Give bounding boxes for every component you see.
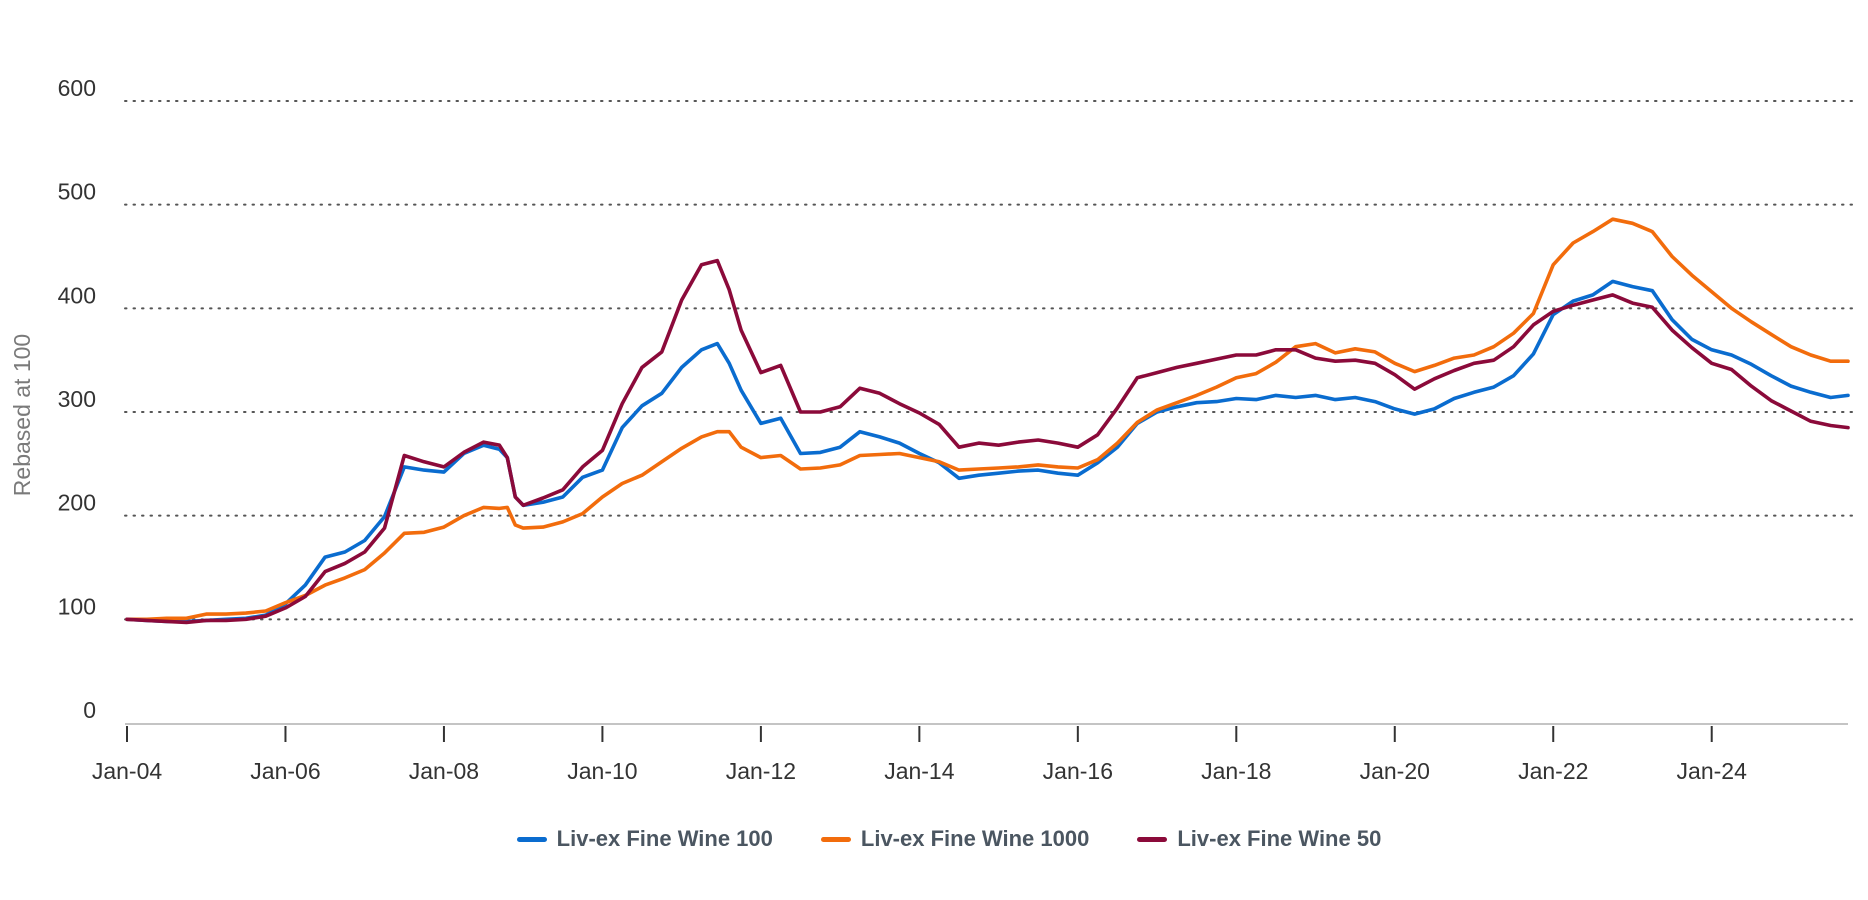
x-tick-label: Jan-20 bbox=[1360, 758, 1430, 784]
legend-label-fw50: Liv-ex Fine Wine 50 bbox=[1177, 826, 1382, 851]
legend: Liv-ex Fine Wine 100 Liv-ex Fine Wine 10… bbox=[0, 826, 1868, 852]
x-tick-label: Jan-04 bbox=[92, 758, 163, 784]
x-tick-label: Jan-14 bbox=[884, 758, 955, 784]
legend-item-fw50[interactable]: Liv-ex Fine Wine 50 bbox=[1137, 826, 1381, 852]
x-tick-label: Jan-08 bbox=[409, 758, 479, 784]
y-tick-label: 500 bbox=[58, 179, 96, 205]
x-axis-ticks: Jan-04 Jan-06 Jan-08 Jan-10 Jan-12 Jan-14 Jan-… bbox=[92, 726, 1747, 784]
x-tick-label: Jan-12 bbox=[726, 758, 796, 784]
series-line-fw50 bbox=[125, 258, 1850, 625]
y-tick-label: 200 bbox=[58, 490, 96, 516]
y-tick-label: 600 bbox=[58, 75, 96, 101]
series-lines bbox=[125, 217, 1850, 625]
series-line-fw100 bbox=[125, 279, 1850, 624]
legend-swatch-fw100 bbox=[516, 836, 547, 842]
x-tick-label: Jan-06 bbox=[250, 758, 320, 784]
x-tick-label: Jan-16 bbox=[1043, 758, 1113, 784]
y-tick-label: 100 bbox=[58, 593, 96, 619]
line-chart: 0 100 200 300 400 500 600 Rebased at 100 Jan-0… bbox=[9, 75, 1856, 784]
legend-item-fw1000[interactable]: Liv-ex Fine Wine 1000 bbox=[820, 826, 1090, 852]
y-tick-label: 0 bbox=[83, 697, 96, 723]
x-tick-label: Jan-10 bbox=[567, 758, 637, 784]
y-axis-title: Rebased at 100 bbox=[9, 334, 35, 496]
legend-swatch-fw50 bbox=[1137, 836, 1168, 842]
series-line-fw1000 bbox=[125, 217, 1850, 622]
x-tick-label: Jan-18 bbox=[1201, 758, 1271, 784]
y-tick-label: 300 bbox=[58, 386, 96, 412]
legend-label-fw1000: Liv-ex Fine Wine 1000 bbox=[860, 826, 1090, 851]
y-axis-ticks: 0 100 200 300 400 500 600 bbox=[58, 75, 96, 723]
legend-label-fw100: Liv-ex Fine Wine 100 bbox=[556, 826, 773, 851]
x-tick-label: Jan-22 bbox=[1518, 758, 1588, 784]
gridlines bbox=[124, 100, 1856, 621]
x-tick-label: Jan-24 bbox=[1677, 758, 1748, 784]
y-tick-label: 400 bbox=[58, 282, 96, 308]
legend-swatch-fw1000 bbox=[820, 836, 851, 842]
legend-item-fw100[interactable]: Liv-ex Fine Wine 100 bbox=[516, 826, 773, 852]
